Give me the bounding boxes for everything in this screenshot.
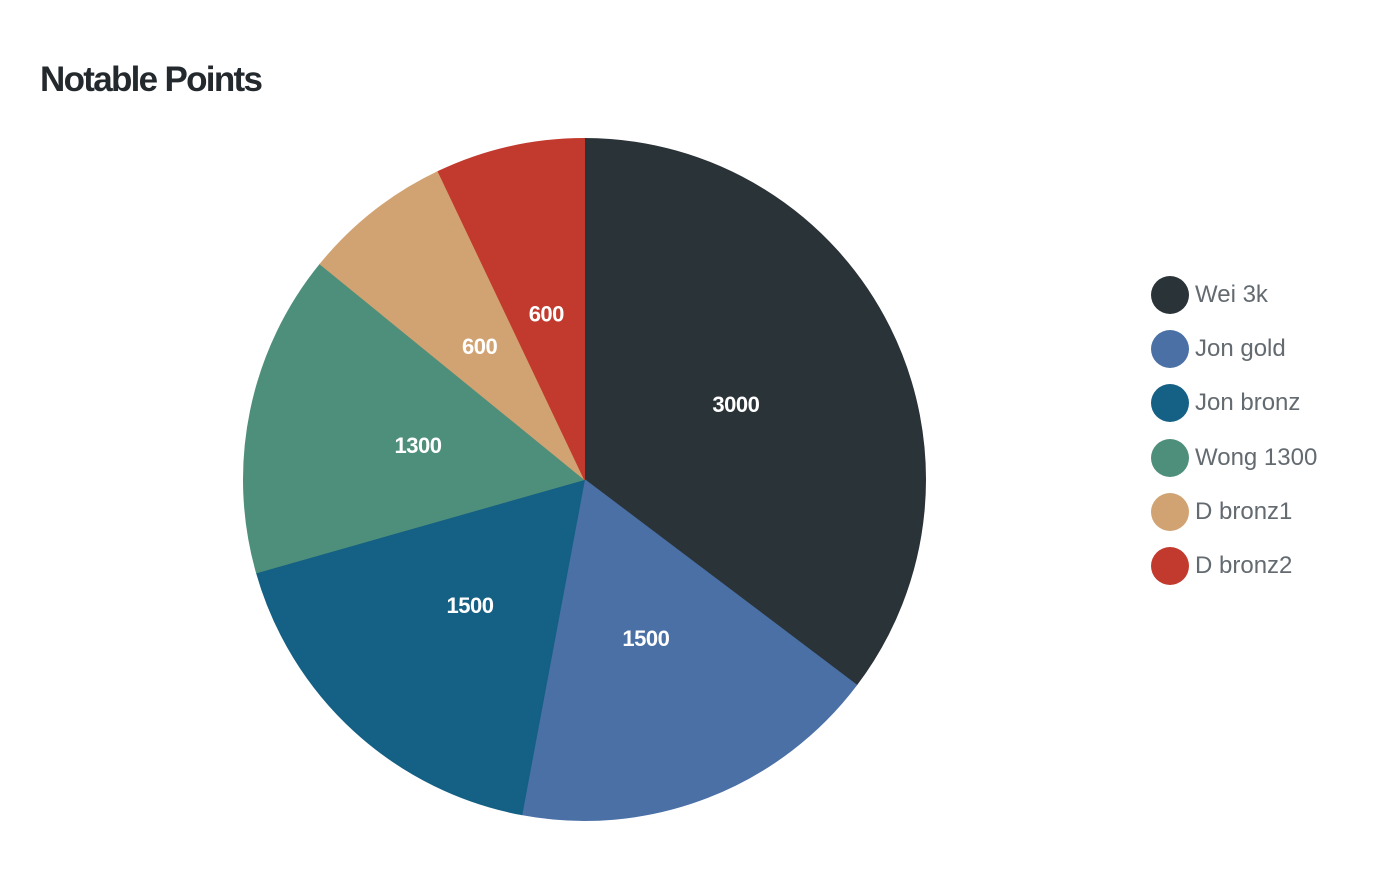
svg-text:1500: 1500 [622, 626, 669, 651]
svg-text:1300: 1300 [395, 433, 442, 458]
svg-text:600: 600 [462, 334, 497, 359]
svg-text:3000: 3000 [712, 392, 759, 417]
svg-text:1500: 1500 [447, 593, 494, 618]
svg-text:600: 600 [529, 302, 564, 327]
